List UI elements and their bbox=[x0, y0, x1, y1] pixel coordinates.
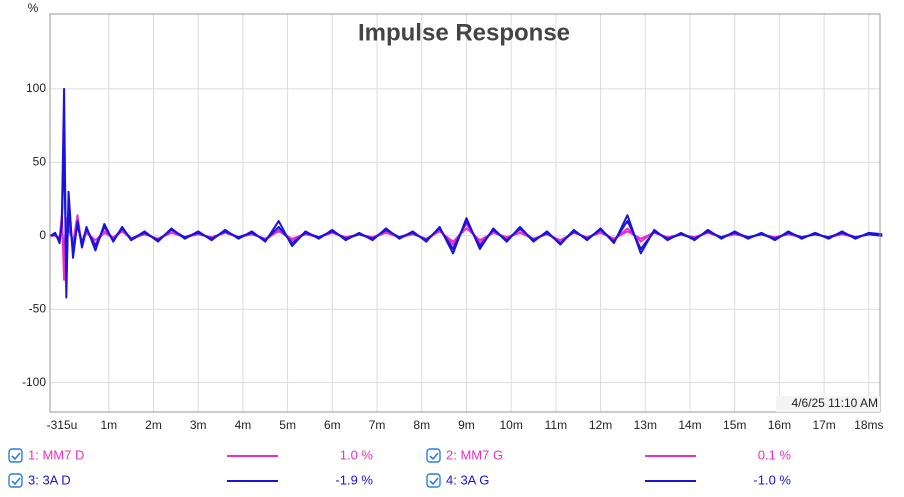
x-tick-label: 10m bbox=[499, 418, 522, 432]
legend-checkbox[interactable] bbox=[8, 473, 23, 488]
legend-value: -1.9 % bbox=[335, 472, 373, 487]
legend-checkbox[interactable] bbox=[8, 448, 23, 463]
x-tick-label: 14m bbox=[678, 418, 701, 432]
legend-value: 1.0 % bbox=[340, 447, 374, 462]
legend-label: 3: 3A D bbox=[28, 472, 71, 487]
chart-title: Impulse Response bbox=[358, 19, 570, 46]
x-tick-label: -315u bbox=[47, 418, 78, 432]
x-tick-label: 16m bbox=[768, 418, 791, 432]
x-tick-label: 13m bbox=[634, 418, 657, 432]
legend-label: 2: MM7 G bbox=[446, 447, 503, 462]
timestamp: 4/6/25 11:10 AM bbox=[791, 396, 878, 410]
x-tick-label: 15m bbox=[723, 418, 746, 432]
series-line bbox=[50, 146, 883, 274]
x-tick-label: 1m bbox=[100, 418, 117, 432]
x-tick-label: 3m bbox=[190, 418, 207, 432]
legend-checkmark bbox=[429, 452, 439, 461]
x-tick-label: 2m bbox=[145, 418, 162, 432]
x-tick-label: 5m bbox=[279, 418, 296, 432]
y-tick-label: 50 bbox=[33, 155, 47, 169]
x-tick-label: 4m bbox=[235, 418, 252, 432]
x-tick-label: 17m bbox=[812, 418, 835, 432]
x-tick-label: 18ms bbox=[854, 418, 883, 432]
legend-checkbox[interactable] bbox=[426, 473, 441, 488]
x-tick-label: 9m bbox=[458, 418, 475, 432]
legend-checkmark bbox=[429, 477, 439, 486]
legend-checkmark bbox=[11, 452, 21, 461]
x-tick-label: 6m bbox=[324, 418, 341, 432]
legend-value: -1.0 % bbox=[753, 472, 791, 487]
y-tick-label: -100 bbox=[22, 375, 46, 389]
y-tick-label: 100 bbox=[26, 81, 46, 95]
legend-label: 1: MM7 D bbox=[28, 447, 84, 462]
timestamp-box bbox=[776, 396, 880, 412]
y-axis-label: % bbox=[28, 1, 39, 15]
plot-border bbox=[49, 13, 881, 413]
plot-area bbox=[49, 14, 883, 412]
legend-checkbox[interactable] bbox=[426, 448, 441, 463]
y-tick-label: -50 bbox=[29, 301, 47, 315]
legend-checkmark bbox=[11, 477, 21, 486]
x-tick-label: 12m bbox=[589, 418, 612, 432]
x-tick-label: 11m bbox=[545, 418, 567, 432]
legend: 1: MM7 D 1.0 % 2: MM7 G 0.1 % 3: 3A D -1.9 % 4… bbox=[8, 447, 792, 488]
legend-value: 0.1 % bbox=[758, 447, 792, 462]
y-tick-label: 0 bbox=[39, 228, 46, 242]
legend-label: 4: 3A G bbox=[446, 472, 489, 487]
x-tick-label: 7m bbox=[369, 418, 386, 432]
x-tick-label: 8m bbox=[413, 418, 430, 432]
